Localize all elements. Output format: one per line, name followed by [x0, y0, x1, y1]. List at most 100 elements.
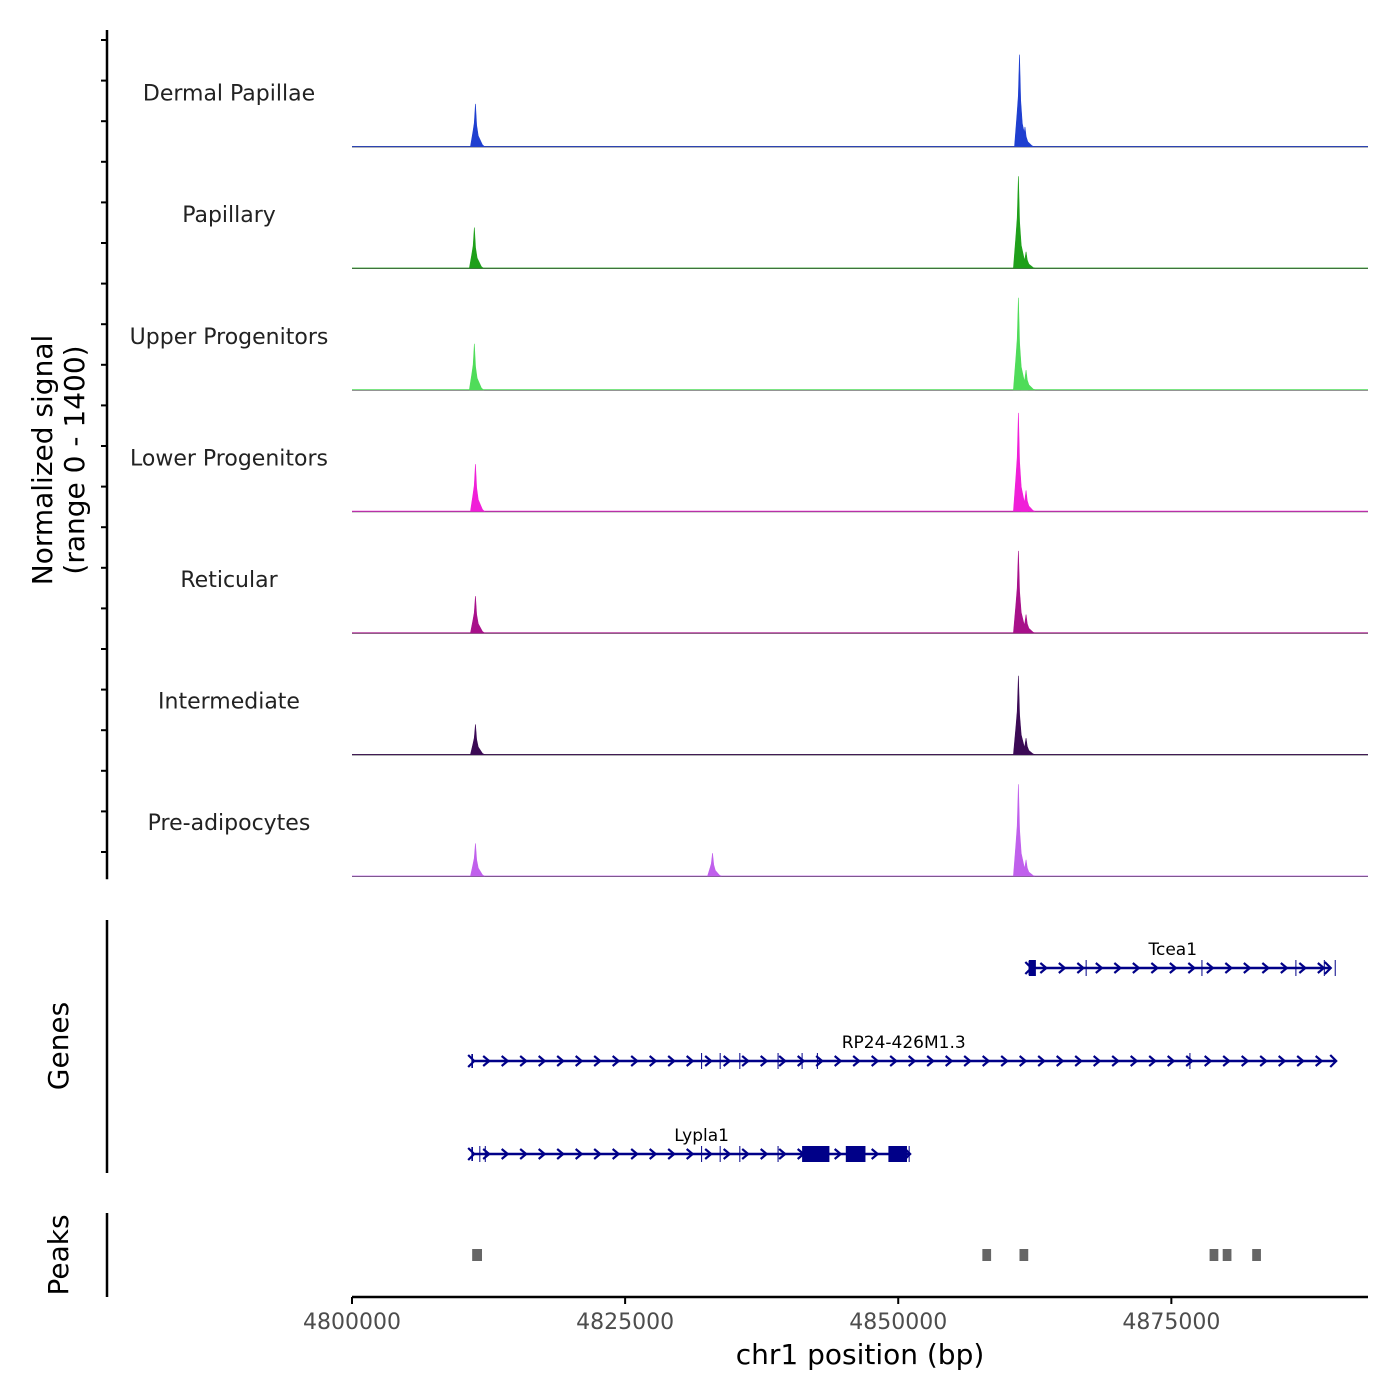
gene-end-arrow [1329, 1054, 1338, 1068]
signal-peak [1020, 614, 1036, 634]
gene-start-arrow [467, 1054, 476, 1068]
gene-lypla1: Lypla1 [467, 1126, 912, 1162]
track-lower-progenitors: Lower Progenitors [130, 412, 1368, 513]
strand-arrow [537, 1055, 547, 1067]
exon-block [888, 1146, 907, 1162]
strand-arrow [852, 1055, 861, 1067]
strand-arrow [593, 1148, 602, 1160]
strand-arrow [1132, 962, 1141, 974]
strand-arrow [630, 1055, 639, 1067]
signal-tracks: Dermal Papillae Papillary Upper Progenitor… [101, 30, 1368, 880]
signal-peak [1020, 370, 1036, 391]
strand-arrow [1129, 1055, 1139, 1067]
strand-arrow [1148, 1055, 1157, 1067]
track-label-lower-progenitors: Lower Progenitors [130, 446, 328, 471]
strand-arrow [667, 1148, 676, 1160]
gene-label: Tcea1 [1147, 940, 1197, 960]
x-axis: 4800000 4825000 4850000 4875000 [303, 1295, 1368, 1335]
track-papillary: Papillary [182, 176, 1368, 270]
strand-arrow [1037, 1055, 1046, 1067]
strand-arrow [1240, 1055, 1250, 1067]
signal-peak [1020, 859, 1036, 877]
strand-arrow [611, 1148, 621, 1160]
peak-region [982, 1249, 992, 1261]
strand-arrow [722, 1148, 732, 1160]
x-axis-title: chr1 position (bp) [736, 1338, 985, 1371]
strand-arrow [1298, 962, 1308, 974]
strand-arrow [593, 1055, 602, 1067]
strand-arrow [1169, 962, 1178, 974]
signal-peak [1013, 176, 1028, 269]
signal-peak [470, 464, 486, 512]
strand-arrow [556, 1148, 565, 1160]
strand-arrow [741, 1055, 750, 1067]
x-tick-label: 4850000 [849, 1310, 947, 1335]
signal-ylabel-line2: (range 0 - 1400) [58, 345, 91, 574]
strand-arrow [1277, 1055, 1287, 1067]
strand-arrow [815, 1055, 824, 1067]
strand-arrow [648, 1055, 658, 1067]
strand-arrow [1203, 1055, 1213, 1067]
strand-arrow [1259, 1055, 1268, 1067]
strand-arrow [981, 1055, 991, 1067]
strand-arrow [500, 1148, 510, 1160]
x-tick-label: 4800000 [303, 1310, 401, 1335]
track-pre-adipocytes: Pre-adipocytes [148, 784, 1368, 878]
signal-peak [1014, 54, 1030, 147]
strand-arrow [1092, 1055, 1102, 1067]
x-tick-label: 4875000 [1122, 1310, 1220, 1335]
strand-arrow [759, 1055, 769, 1067]
track-reticular: Reticular [180, 550, 1368, 634]
exon-block [845, 1146, 866, 1162]
peak-region [1222, 1249, 1232, 1261]
peak-region [1252, 1249, 1261, 1261]
strand-arrow [1095, 962, 1104, 974]
signal-peak [1020, 738, 1036, 755]
strand-arrow [574, 1055, 584, 1067]
strand-arrow [574, 1148, 584, 1160]
peak-region [1209, 1249, 1219, 1261]
strand-arrow [537, 1148, 547, 1160]
strand-arrow [1055, 1055, 1065, 1067]
strand-arrow [704, 1148, 713, 1160]
strand-arrow [704, 1055, 713, 1067]
strand-arrow [944, 1055, 954, 1067]
track-label-dermal-papillae: Dermal Papillae [143, 82, 315, 107]
strand-arrow [1074, 1055, 1083, 1067]
strand-arrow [833, 1055, 843, 1067]
strand-arrow [1243, 962, 1252, 974]
strand-arrow [741, 1148, 750, 1160]
signal-peak [707, 853, 722, 877]
strand-arrow [907, 1055, 917, 1067]
track-label-intermediate: Intermediate [158, 690, 300, 715]
track-upper-progenitors: Upper Progenitors [130, 297, 1368, 391]
strand-arrow [1076, 962, 1086, 974]
track-dermal-papillae: Dermal Papillae [143, 54, 1368, 148]
strand-arrow [1058, 962, 1067, 974]
exon-block [1029, 960, 1036, 976]
peak-region [472, 1249, 483, 1261]
strand-arrow [648, 1148, 658, 1160]
signal-peak [468, 227, 485, 269]
strand-arrow [926, 1055, 935, 1067]
strand-arrow [519, 1148, 528, 1160]
strand-arrow [1296, 1055, 1305, 1067]
strand-arrow [482, 1055, 491, 1067]
strand-arrow [1111, 1055, 1120, 1067]
track-label-reticular: Reticular [180, 568, 278, 593]
strand-arrow [870, 1055, 880, 1067]
signal-peak [470, 724, 486, 755]
strand-arrow [778, 1148, 787, 1160]
x-tick-label: 4825000 [576, 1310, 674, 1335]
strand-arrow [667, 1055, 676, 1067]
signal-peak [1013, 784, 1028, 877]
strand-arrow [630, 1148, 639, 1160]
strand-arrow [519, 1055, 528, 1067]
strand-arrow [889, 1055, 898, 1067]
signal-peak [470, 843, 486, 877]
strand-arrow [1185, 1055, 1194, 1067]
gene-label: Lypla1 [674, 1126, 729, 1146]
strand-arrow [722, 1055, 732, 1067]
genes-ylabel: Genes [42, 1002, 75, 1090]
